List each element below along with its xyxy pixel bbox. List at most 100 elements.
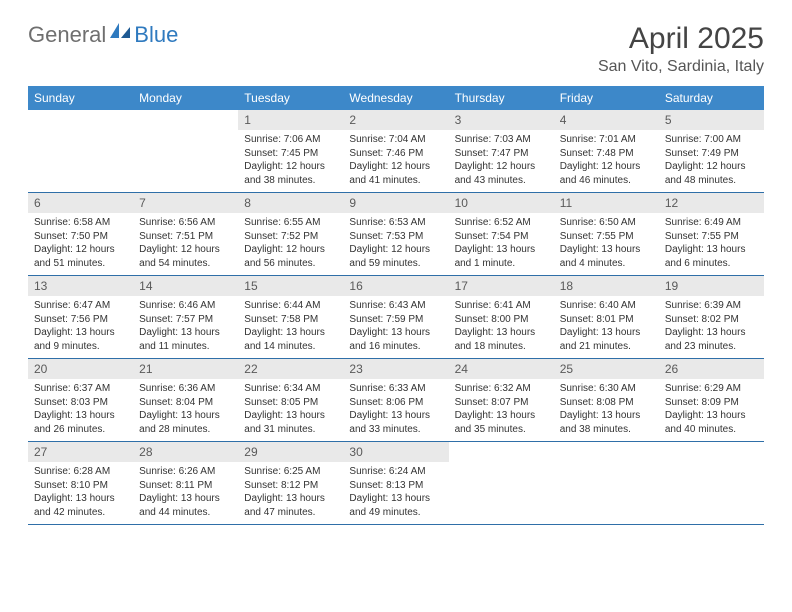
day-details: Sunrise: 7:01 AMSunset: 7:48 PMDaylight:… <box>554 130 659 192</box>
day-number: 8 <box>238 193 343 213</box>
day-details: Sunrise: 6:46 AMSunset: 7:57 PMDaylight:… <box>133 296 238 358</box>
calendar-day-cell: 21Sunrise: 6:36 AMSunset: 8:04 PMDayligh… <box>133 359 238 442</box>
page-header: General Blue April 2025 San Vito, Sardin… <box>28 22 764 76</box>
day-details: Sunrise: 6:26 AMSunset: 8:11 PMDaylight:… <box>133 462 238 524</box>
calendar-day-cell: 23Sunrise: 6:33 AMSunset: 8:06 PMDayligh… <box>343 359 448 442</box>
weekday-header-cell: Friday <box>554 86 659 110</box>
day-number: 25 <box>554 359 659 379</box>
calendar-day-cell: 26Sunrise: 6:29 AMSunset: 8:09 PMDayligh… <box>659 359 764 442</box>
day-details: Sunrise: 6:44 AMSunset: 7:58 PMDaylight:… <box>238 296 343 358</box>
calendar-week-row: 1Sunrise: 7:06 AMSunset: 7:45 PMDaylight… <box>28 110 764 193</box>
day-details: Sunrise: 6:39 AMSunset: 8:02 PMDaylight:… <box>659 296 764 358</box>
day-number: 18 <box>554 276 659 296</box>
calendar-day-cell: 27Sunrise: 6:28 AMSunset: 8:10 PMDayligh… <box>28 442 133 525</box>
weekday-header-cell: Thursday <box>449 86 554 110</box>
calendar-day-cell <box>659 442 764 525</box>
weekday-header-cell: Monday <box>133 86 238 110</box>
day-number: 29 <box>238 442 343 462</box>
day-number: 20 <box>28 359 133 379</box>
calendar-week-row: 20Sunrise: 6:37 AMSunset: 8:03 PMDayligh… <box>28 359 764 442</box>
day-details: Sunrise: 6:30 AMSunset: 8:08 PMDaylight:… <box>554 379 659 441</box>
calendar-day-cell: 14Sunrise: 6:46 AMSunset: 7:57 PMDayligh… <box>133 276 238 359</box>
calendar-day-cell: 6Sunrise: 6:58 AMSunset: 7:50 PMDaylight… <box>28 193 133 276</box>
calendar-week-row: 6Sunrise: 6:58 AMSunset: 7:50 PMDaylight… <box>28 193 764 276</box>
day-details: Sunrise: 6:33 AMSunset: 8:06 PMDaylight:… <box>343 379 448 441</box>
day-details: Sunrise: 6:56 AMSunset: 7:51 PMDaylight:… <box>133 213 238 275</box>
calendar-day-cell: 22Sunrise: 6:34 AMSunset: 8:05 PMDayligh… <box>238 359 343 442</box>
logo-text-blue: Blue <box>134 22 178 48</box>
day-details: Sunrise: 6:43 AMSunset: 7:59 PMDaylight:… <box>343 296 448 358</box>
calendar-day-cell: 3Sunrise: 7:03 AMSunset: 7:47 PMDaylight… <box>449 110 554 193</box>
day-number: 17 <box>449 276 554 296</box>
location: San Vito, Sardinia, Italy <box>598 58 764 76</box>
calendar-day-cell: 9Sunrise: 6:53 AMSunset: 7:53 PMDaylight… <box>343 193 448 276</box>
calendar-day-cell: 28Sunrise: 6:26 AMSunset: 8:11 PMDayligh… <box>133 442 238 525</box>
day-details: Sunrise: 6:49 AMSunset: 7:55 PMDaylight:… <box>659 213 764 275</box>
calendar-day-cell: 30Sunrise: 6:24 AMSunset: 8:13 PMDayligh… <box>343 442 448 525</box>
day-number: 4 <box>554 110 659 130</box>
day-details: Sunrise: 7:03 AMSunset: 7:47 PMDaylight:… <box>449 130 554 192</box>
calendar-day-cell: 16Sunrise: 6:43 AMSunset: 7:59 PMDayligh… <box>343 276 448 359</box>
calendar-day-cell: 4Sunrise: 7:01 AMSunset: 7:48 PMDaylight… <box>554 110 659 193</box>
calendar-day-cell: 19Sunrise: 6:39 AMSunset: 8:02 PMDayligh… <box>659 276 764 359</box>
day-number: 11 <box>554 193 659 213</box>
calendar-week-row: 27Sunrise: 6:28 AMSunset: 8:10 PMDayligh… <box>28 442 764 525</box>
logo-sail-icon <box>110 23 132 39</box>
day-number: 12 <box>659 193 764 213</box>
calendar-day-cell <box>28 110 133 193</box>
day-number: 26 <box>659 359 764 379</box>
calendar-weekday-header: SundayMondayTuesdayWednesdayThursdayFrid… <box>28 86 764 110</box>
day-details: Sunrise: 6:37 AMSunset: 8:03 PMDaylight:… <box>28 379 133 441</box>
calendar-day-cell: 15Sunrise: 6:44 AMSunset: 7:58 PMDayligh… <box>238 276 343 359</box>
logo: General Blue <box>28 22 178 48</box>
day-number: 15 <box>238 276 343 296</box>
calendar-day-cell <box>554 442 659 525</box>
day-number: 23 <box>343 359 448 379</box>
calendar-day-cell: 2Sunrise: 7:04 AMSunset: 7:46 PMDaylight… <box>343 110 448 193</box>
calendar-day-cell <box>133 110 238 193</box>
day-number: 28 <box>133 442 238 462</box>
weekday-header-cell: Sunday <box>28 86 133 110</box>
day-details: Sunrise: 7:04 AMSunset: 7:46 PMDaylight:… <box>343 130 448 192</box>
calendar-day-cell: 7Sunrise: 6:56 AMSunset: 7:51 PMDaylight… <box>133 193 238 276</box>
day-number: 16 <box>343 276 448 296</box>
day-number: 10 <box>449 193 554 213</box>
day-number: 1 <box>238 110 343 130</box>
day-details: Sunrise: 6:40 AMSunset: 8:01 PMDaylight:… <box>554 296 659 358</box>
day-number: 21 <box>133 359 238 379</box>
day-number: 7 <box>133 193 238 213</box>
day-number: 2 <box>343 110 448 130</box>
calendar-week-row: 13Sunrise: 6:47 AMSunset: 7:56 PMDayligh… <box>28 276 764 359</box>
weekday-header-cell: Wednesday <box>343 86 448 110</box>
day-details: Sunrise: 6:53 AMSunset: 7:53 PMDaylight:… <box>343 213 448 275</box>
day-details: Sunrise: 6:52 AMSunset: 7:54 PMDaylight:… <box>449 213 554 275</box>
day-details: Sunrise: 6:28 AMSunset: 8:10 PMDaylight:… <box>28 462 133 524</box>
day-details: Sunrise: 6:41 AMSunset: 8:00 PMDaylight:… <box>449 296 554 358</box>
day-number: 24 <box>449 359 554 379</box>
calendar-day-cell: 20Sunrise: 6:37 AMSunset: 8:03 PMDayligh… <box>28 359 133 442</box>
day-details: Sunrise: 6:29 AMSunset: 8:09 PMDaylight:… <box>659 379 764 441</box>
day-details: Sunrise: 7:06 AMSunset: 7:45 PMDaylight:… <box>238 130 343 192</box>
day-details: Sunrise: 7:00 AMSunset: 7:49 PMDaylight:… <box>659 130 764 192</box>
title-block: April 2025 San Vito, Sardinia, Italy <box>598 22 764 76</box>
calendar-day-cell: 10Sunrise: 6:52 AMSunset: 7:54 PMDayligh… <box>449 193 554 276</box>
day-details: Sunrise: 6:36 AMSunset: 8:04 PMDaylight:… <box>133 379 238 441</box>
day-number: 22 <box>238 359 343 379</box>
day-details: Sunrise: 6:32 AMSunset: 8:07 PMDaylight:… <box>449 379 554 441</box>
day-number: 6 <box>28 193 133 213</box>
weekday-header-cell: Tuesday <box>238 86 343 110</box>
calendar-day-cell: 13Sunrise: 6:47 AMSunset: 7:56 PMDayligh… <box>28 276 133 359</box>
calendar-table: SundayMondayTuesdayWednesdayThursdayFrid… <box>28 86 764 525</box>
calendar-day-cell: 25Sunrise: 6:30 AMSunset: 8:08 PMDayligh… <box>554 359 659 442</box>
calendar-day-cell: 8Sunrise: 6:55 AMSunset: 7:52 PMDaylight… <box>238 193 343 276</box>
calendar-day-cell <box>449 442 554 525</box>
day-number: 27 <box>28 442 133 462</box>
logo-text-general: General <box>28 22 106 48</box>
calendar-day-cell: 29Sunrise: 6:25 AMSunset: 8:12 PMDayligh… <box>238 442 343 525</box>
day-number: 9 <box>343 193 448 213</box>
day-number: 13 <box>28 276 133 296</box>
calendar-body: 1Sunrise: 7:06 AMSunset: 7:45 PMDaylight… <box>28 110 764 525</box>
day-details: Sunrise: 6:47 AMSunset: 7:56 PMDaylight:… <box>28 296 133 358</box>
day-number: 14 <box>133 276 238 296</box>
day-details: Sunrise: 6:50 AMSunset: 7:55 PMDaylight:… <box>554 213 659 275</box>
